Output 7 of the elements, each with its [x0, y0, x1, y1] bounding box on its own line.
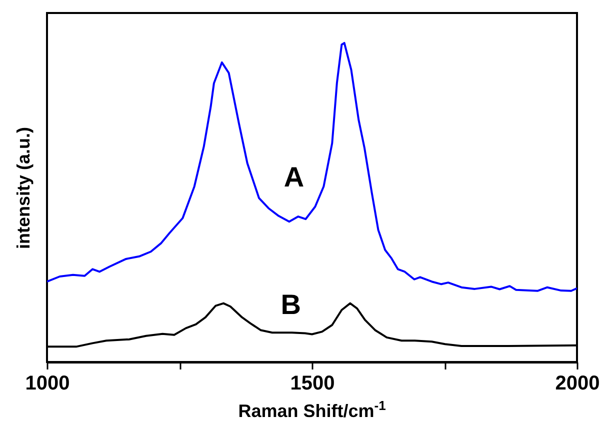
series-label: A	[284, 162, 304, 193]
x-tick-label: 1000	[25, 372, 70, 394]
x-tick-label: 2000	[555, 372, 600, 394]
x-tick-label: 1500	[290, 372, 335, 394]
x-axis-title: Raman Shift/cm$^{-1}$	[237, 397, 387, 421]
y-axis-title: intensity (a.u.)	[14, 126, 34, 250]
series-label: B	[280, 289, 301, 320]
